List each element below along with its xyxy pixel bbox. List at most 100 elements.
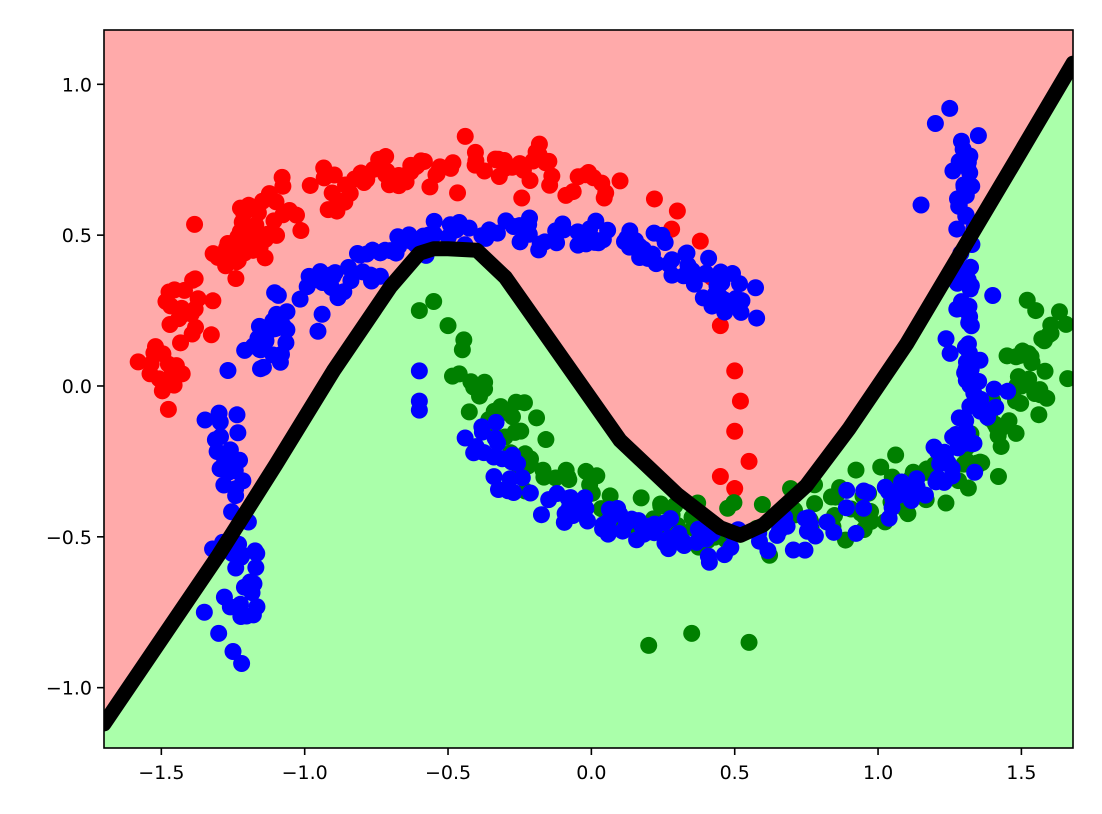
scatter-point-series-3 [678,244,696,262]
scatter-point-series-2 [547,469,565,487]
scatter-point-series-3 [893,473,911,491]
scatter-point-series-3 [759,542,777,560]
scatter-point-series-3 [208,443,226,461]
scatter-point-series-2 [1036,362,1054,380]
y-tick-label: 1.0 [62,74,92,96]
scatter-point-series-2 [1031,381,1049,399]
scatter-point-series-3 [309,322,327,340]
scatter-point-series-3 [410,401,428,419]
scatter-point-series-3 [880,509,898,527]
scatter-point-series-3 [456,429,474,447]
y-axis-ticks: −1.0 −0.5 0.0 0.5 1.0 [46,74,104,700]
scatter-point-series-3 [324,268,342,286]
scatter-point-series-2 [460,403,478,421]
scatter-point-series-3 [847,524,865,542]
scatter-point-series-2 [1007,424,1025,442]
scatter-point-series-1 [274,206,292,224]
scatter-point-series-3 [390,237,408,255]
scatter-point-series-3 [727,290,745,308]
scatter-point-series-3 [656,234,674,252]
scatter-point-series-3 [254,358,272,376]
scatter-point-series-3 [487,413,505,431]
scatter-point-series-3 [961,164,979,182]
scatter-point-series-3 [948,300,966,318]
scatter-point-series-1 [209,248,227,266]
scatter-point-series-1 [227,270,245,288]
scatter-point-series-3 [599,221,617,239]
scatter-point-series-3 [906,475,924,493]
scatter-point-series-1 [165,281,183,299]
scatter-point-series-2 [989,467,1007,485]
scatter-point-series-3 [855,499,873,517]
scatter-point-series-3 [513,469,531,487]
scatter-point-series-1 [253,192,271,210]
scatter-point-series-3 [697,265,715,283]
scatter-point-series-3 [944,162,962,180]
scatter-point-series-3 [838,481,856,499]
scatter-point-series-2 [439,317,457,335]
scatter-point-series-3 [957,207,975,225]
scatter-point-series-1 [204,292,222,310]
scatter-point-series-3 [210,624,228,642]
scatter-point-series-1 [557,186,575,204]
scatter-point-series-3 [768,526,786,544]
scatter-point-series-3 [480,221,498,239]
scatter-point-series-1 [325,166,343,184]
scatter-point-series-3 [536,233,554,251]
scatter-point-series-3 [902,492,920,510]
scatter-point-series-1 [731,392,749,410]
scatter-point-series-2 [806,495,824,513]
scatter-point-series-3 [944,428,962,446]
scatter-point-series-3 [984,286,1002,304]
scatter-point-series-1 [726,480,744,498]
scatter-point-series-3 [229,424,247,442]
scatter-point-series-1 [466,143,484,161]
scatter-point-series-3 [876,478,894,496]
x-tick-label: 1.5 [1006,762,1036,784]
x-axis-ticks: −1.5 −1.0 −0.5 0.0 0.5 1.0 1.5 [138,748,1037,784]
scatter-point-series-3 [962,258,980,276]
scatter-point-series-1 [540,152,558,170]
scatter-point-series-2 [652,497,670,515]
scatter-point-series-2 [522,450,540,468]
scatter-point-series-3 [674,532,692,550]
scatter-point-series-1 [611,172,629,190]
scatter-point-series-3 [489,481,507,499]
scatter-point-series-3 [577,235,595,253]
scatter-point-series-3 [247,559,265,577]
scatter-point-series-3 [410,362,428,380]
scatter-point-series-3 [521,484,539,502]
scatter-point-series-3 [376,241,394,259]
decision-boundary-line [104,55,1073,732]
scatter-point-series-3 [234,472,252,490]
scatter-point-series-2 [462,373,480,391]
scatter-point-series-3 [215,588,233,606]
scatter-point-series-3 [340,258,358,276]
scatter-point-series-3 [956,364,974,382]
scatter-point-series-1 [378,162,396,180]
scatter-point-series-1 [267,193,285,211]
scatter-point-series-3 [663,251,681,269]
points-layer [129,99,1073,673]
scatter-point-series-2 [887,446,905,464]
scatter-point-series-3 [414,227,432,245]
scatter-point-series-3 [937,330,955,348]
scatter-point-series-2 [1012,377,1030,395]
scatter-point-series-1 [577,166,595,184]
scatter-point-series-1 [129,353,147,371]
scatter-point-series-3 [660,529,678,547]
scatter-point-series-3 [825,523,843,541]
scatter-point-series-1 [147,338,165,356]
scatter-point-series-3 [269,286,287,304]
scatter-point-series-3 [784,541,802,559]
scatter-point-series-1 [251,239,269,257]
scatter-point-series-3 [633,517,651,535]
scatter-point-series-1 [513,189,531,207]
scatter-point-series-1 [231,199,249,217]
scatter-point-series-3 [837,499,855,517]
scatter-point-series-3 [212,428,230,446]
scatter-point-series-2 [560,471,578,489]
scatter-point-series-1 [427,166,445,184]
scatter-point-series-1 [172,334,190,352]
